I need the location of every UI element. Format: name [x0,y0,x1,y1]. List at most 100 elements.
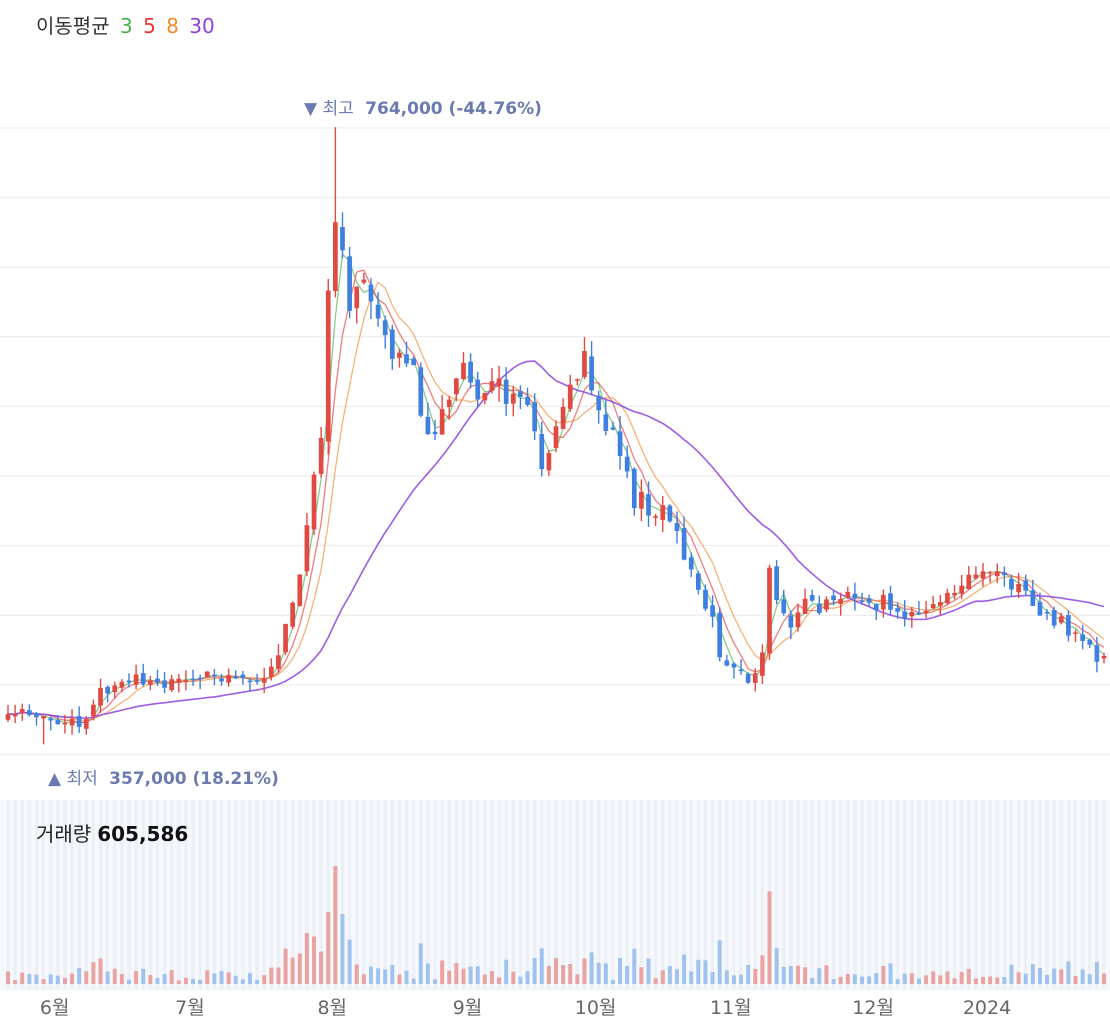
volume-bar [596,962,601,984]
x-tick-label: 8월 [317,997,347,1019]
volume-stripe [241,800,245,990]
volume-bar [304,932,309,984]
volume-stripe [625,800,629,990]
volume-bar [290,957,295,984]
candle-body [916,612,922,615]
volume-stripe [27,800,31,990]
candle-body [681,528,687,560]
candle-body [802,598,808,614]
x-tick-label: 2024 [963,997,1011,1019]
volume-stripe [561,800,565,990]
high-marker: ▼ [304,99,318,119]
volume-stripe [284,800,288,990]
high-annotation: ▼ 최고 764,000 (-44.76%) [304,94,542,119]
volume-bar [383,969,388,984]
volume-stripe [789,800,793,990]
volume-bar [475,966,480,984]
candle-body [788,615,794,628]
volume-bar [91,962,96,984]
x-tick-label: 7월 [175,997,205,1019]
volume-bar [148,975,153,984]
volume-bar [482,974,487,984]
candle-body [446,399,452,407]
volume-stripe [34,800,38,990]
volume-bar [333,866,338,984]
candle-body [482,393,488,401]
x-axis-labels: 6월 7월 8월 9월 10월 11월 12월 2024 [40,997,1011,1019]
volume-stripe [896,800,900,990]
volume-stripe [860,800,864,990]
candle-body [76,715,82,727]
volume-stripe [191,800,195,990]
candle-body [639,491,644,509]
volume-stripe [1017,800,1021,990]
volume-stripe [611,800,615,990]
volume-bar [404,970,409,984]
candle-body [496,378,502,386]
candle-body [119,681,125,688]
candle-body [204,671,210,677]
volume-stripe [725,800,729,990]
volume-bar [77,968,82,984]
candle-body [318,437,324,474]
volume-stripe [1102,800,1106,990]
candle-body [809,595,815,601]
volume-bar [312,936,317,984]
candle-body [774,566,779,601]
candle-body [219,678,224,682]
volume-stripe [1024,800,1028,990]
volume-bar [27,974,32,984]
volume-bar [511,971,516,984]
volume-bar [831,979,836,984]
volume-bar [397,974,402,984]
ma-3-line [7,252,1105,724]
candle-body [1073,632,1078,634]
volume-stripe [853,800,857,990]
volume-stripe [127,800,131,990]
volume-stripe [447,800,451,990]
candle-body [603,414,609,431]
candle-body [375,304,381,319]
candle-body [261,678,267,683]
volume-stripe [746,800,750,990]
candle-body [575,379,580,381]
candle-body [34,713,39,718]
candle-body [973,574,979,579]
candle-body [667,505,673,522]
volume-bar [539,948,544,984]
volume-stripe [84,800,88,990]
volume-stripe [931,800,935,990]
candle-body [873,604,879,611]
volume-stripe [654,800,658,990]
candle-body [19,708,25,714]
volume-bar [119,974,124,984]
volume-bar [710,972,715,984]
candle-body [888,593,893,610]
legend-ma-3: 3 [119,14,133,38]
candle-body [795,612,801,628]
volume-stripe [832,800,836,990]
volume-stripe [639,800,643,990]
volume-stripe [276,800,280,990]
volume-stripe [689,800,693,990]
volume-stripe [99,800,103,990]
legend-ma-5: 5 [143,14,156,38]
volume-bar [126,979,131,984]
volume-bar [297,953,302,984]
volume-bar [618,957,623,984]
volume-bar [162,973,167,984]
volume-stripe [910,800,914,990]
volume-stripe [867,800,871,990]
volume-bar [767,891,772,984]
volume-stripe [440,800,444,990]
volume-bar [361,974,366,984]
candle-body [895,608,900,612]
volume-stripe [298,800,302,990]
volume-bar [838,976,843,984]
x-tick-label: 10월 [575,997,617,1019]
volume-bar [134,971,139,984]
volume-bar [554,958,558,984]
volume-bar [13,980,18,984]
volume-stripe [582,800,586,990]
volume-bar [817,968,822,984]
